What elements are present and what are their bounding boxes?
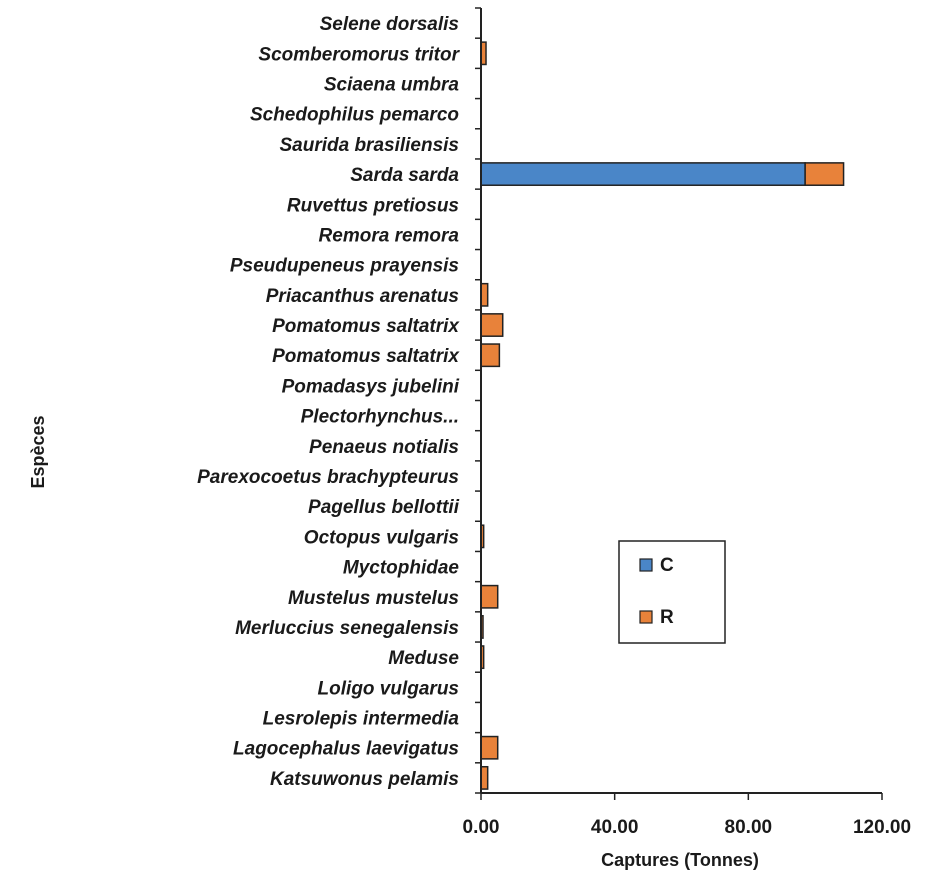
category-label: Merluccius senegalensis bbox=[235, 618, 459, 639]
bar-r bbox=[480, 584, 499, 609]
bar-r bbox=[480, 313, 504, 337]
legend-label-c: C bbox=[660, 555, 674, 576]
category-label: Pagellus bellottii bbox=[308, 497, 460, 518]
category-label: Ruvettus pretiosus bbox=[287, 195, 459, 216]
legend: C R bbox=[618, 540, 726, 644]
x-tick-label: 40.00 bbox=[591, 817, 639, 838]
category-label: Katsuwonus pelamis bbox=[270, 769, 459, 790]
category-label: Octopus vulgaris bbox=[304, 527, 459, 548]
category-label: Sarda sarda bbox=[350, 165, 459, 186]
category-label: Parexocoetus brachypteurus bbox=[197, 467, 459, 488]
category-label: Pseudupeneus prayensis bbox=[230, 256, 459, 277]
x-tick-label: 80.00 bbox=[725, 817, 773, 838]
legend-swatch-r bbox=[639, 610, 653, 624]
category-label: Lesrolepis intermedia bbox=[263, 709, 460, 730]
bar-c bbox=[480, 162, 806, 186]
category-label: Loligo vulgarus bbox=[318, 678, 459, 699]
y-axis-title: Espèces bbox=[28, 415, 48, 488]
category-label: Myctophidae bbox=[343, 558, 460, 579]
category-label: Pomatomus saltatrix bbox=[272, 316, 460, 337]
category-label: Meduse bbox=[388, 648, 459, 669]
category-label: Pomatomus saltatrix bbox=[272, 346, 460, 367]
bars-layer bbox=[480, 41, 845, 790]
bar-r bbox=[480, 765, 489, 790]
category-label: Plectorhynchus... bbox=[301, 407, 459, 428]
category-label: Lagocephalus laevigatus bbox=[233, 739, 459, 760]
legend-swatch-c bbox=[639, 558, 653, 572]
category-label: Mustelus mustelus bbox=[288, 588, 459, 609]
category-label: Pomadasys jubelini bbox=[282, 376, 460, 397]
category-label: Schedophilus pemarco bbox=[250, 105, 459, 126]
bar-r bbox=[480, 343, 501, 368]
category-labels: Selene dorsalis Scomberomorus tritor Sciae… bbox=[197, 14, 460, 790]
category-label: Penaeus notialis bbox=[309, 437, 459, 458]
bar-r bbox=[480, 735, 499, 760]
legend-box bbox=[618, 540, 726, 644]
y-axis-ticks bbox=[475, 7, 481, 794]
bar-r bbox=[480, 282, 489, 307]
category-label: Sciaena umbra bbox=[324, 74, 460, 95]
category-label: Priacanthus arenatus bbox=[266, 286, 459, 307]
x-axis-title: Captures (Tonnes) bbox=[601, 850, 759, 870]
category-label: Selene dorsalis bbox=[320, 14, 459, 35]
category-label: Scomberomorus tritor bbox=[258, 44, 460, 65]
x-tick-label: 120.00 bbox=[853, 817, 911, 838]
category-label: Remora remora bbox=[319, 225, 460, 246]
x-axis-ticks: 0.00 40.00 80.00 120.00 bbox=[463, 793, 911, 838]
category-label: Saurida brasiliensis bbox=[279, 135, 459, 156]
bar-r bbox=[804, 162, 845, 186]
x-tick-label: 0.00 bbox=[463, 817, 500, 838]
legend-label-r: R bbox=[660, 607, 674, 628]
